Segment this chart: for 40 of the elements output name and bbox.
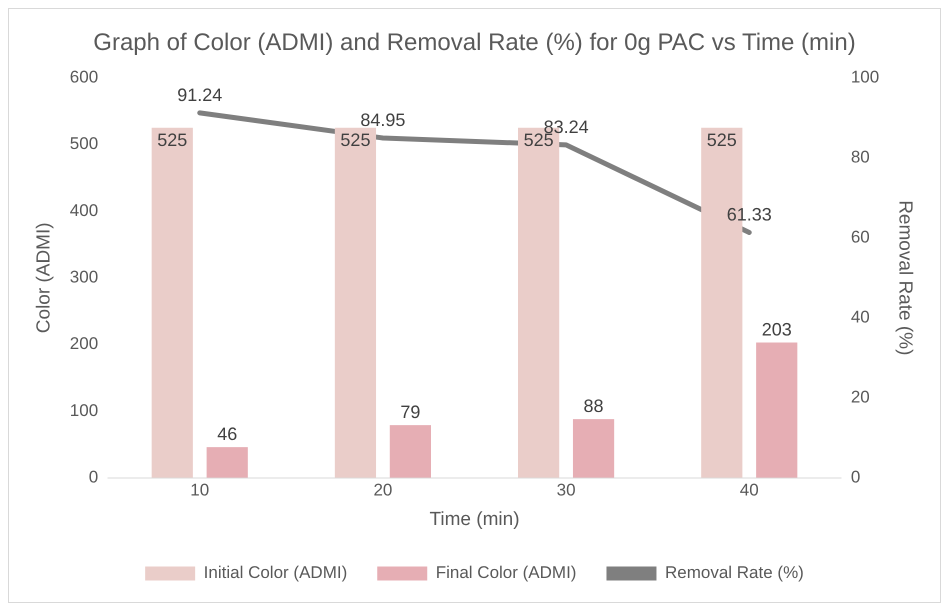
y2-tick-label: 100	[850, 67, 880, 86]
y-tick-label: 0	[88, 467, 98, 486]
data-label: 88	[584, 396, 604, 416]
bar	[206, 447, 248, 478]
data-label: 91.24	[177, 84, 222, 105]
y2-axis-title: Removal Rate (%)	[894, 200, 916, 356]
legend-label: Initial Color (ADMI)	[204, 563, 348, 582]
y-tick-label: 100	[70, 400, 98, 420]
x-tick-label: 40	[740, 480, 759, 500]
y2-tick-label: 40	[850, 307, 870, 326]
x-tick-label: 20	[373, 480, 392, 500]
data-label: 84.95	[360, 110, 406, 130]
data-label: 525	[340, 130, 370, 150]
bar	[152, 128, 193, 478]
x-tick-label: 30	[556, 480, 576, 500]
bar	[572, 419, 614, 478]
bar	[756, 342, 798, 478]
data-label: 203	[762, 319, 792, 340]
y-tick-label: 500	[70, 134, 98, 154]
data-label: 79	[400, 402, 420, 422]
legend-label: Final Color (ADMI)	[436, 563, 576, 582]
y-tick-label: 300	[70, 267, 98, 286]
chart-title: Graph of Color (ADMI) and Removal Rate (%) for 0g PAC vs Time (min)	[93, 29, 856, 56]
bar	[390, 425, 431, 478]
bar	[334, 128, 376, 478]
y-tick-label: 400	[70, 200, 98, 220]
data-label: 525	[157, 130, 188, 150]
y-tick-label: 200	[70, 334, 98, 354]
x-axis-title: Time (min)	[429, 508, 520, 530]
data-label: 61.33	[726, 204, 772, 224]
y2-tick-label: 0	[850, 467, 860, 486]
y-tick-label: 600	[70, 67, 98, 86]
data-label: 525	[706, 130, 737, 150]
y-axis-title: Color (ADMI)	[34, 222, 55, 334]
x-tick-label: 10	[190, 480, 210, 500]
y2-tick-label: 60	[850, 227, 870, 246]
y2-tick-label: 80	[850, 147, 870, 166]
data-label: 46	[217, 424, 238, 444]
y2-tick-label: 20	[850, 387, 870, 406]
legend-label: Removal Rate (%)	[664, 563, 804, 582]
